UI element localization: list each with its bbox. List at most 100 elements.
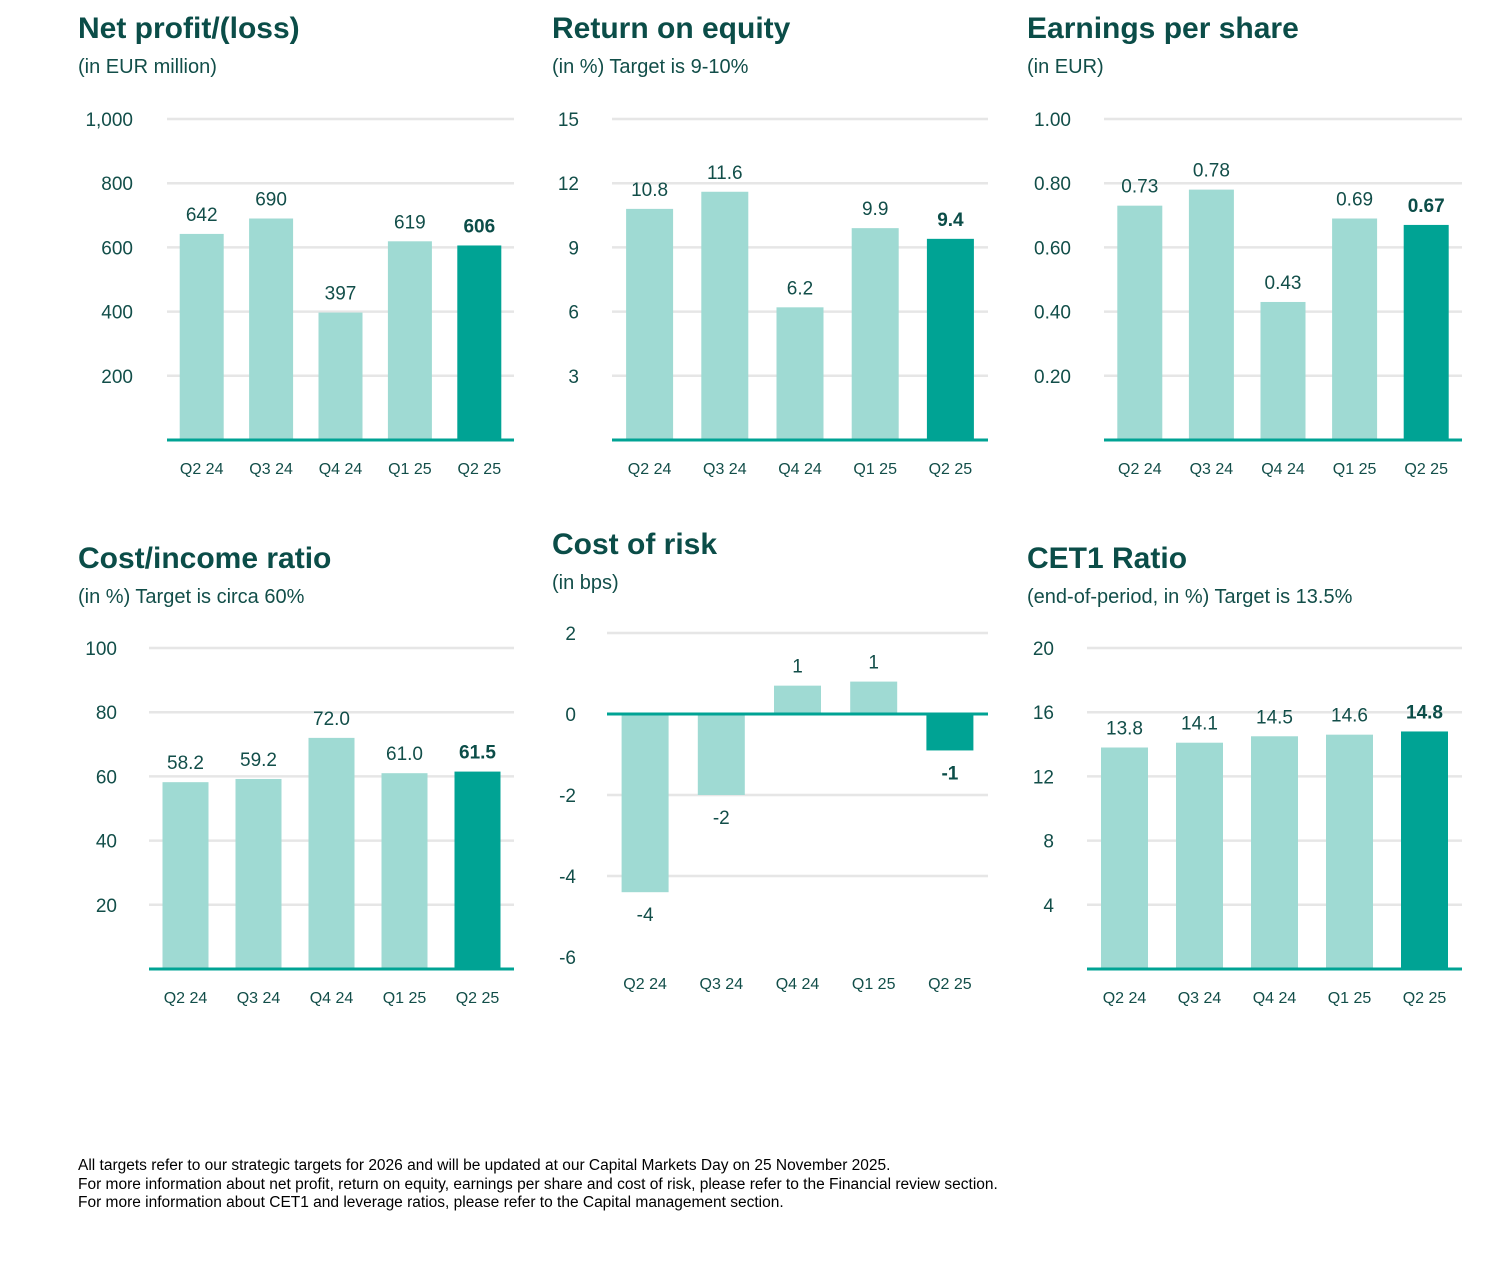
x-tick-label: Q2 25 (928, 976, 972, 993)
chart-title: Return on equity (552, 12, 791, 45)
data-label: -2 (713, 808, 730, 829)
bar (1117, 205, 1163, 440)
chart-title: Cost/income ratio (78, 542, 332, 575)
bar (179, 233, 224, 440)
data-label: 6.2 (787, 278, 813, 299)
data-label: 61.0 (386, 744, 423, 765)
chart-panel-earnings-per-share: Earnings per share (in EUR) 0.20 0.40 0.60… (1027, 12, 1467, 492)
x-tick-label: Q2 24 (180, 461, 224, 478)
bar (701, 191, 749, 440)
x-tick-label: Q2 24 (628, 461, 672, 478)
footnote-capital-management: For more information about CET1 and leve… (78, 1194, 784, 1211)
x-tick-label: Q2 24 (164, 990, 208, 1007)
chart-title: Cost of risk (552, 528, 718, 561)
x-tick-label: Q4 24 (1253, 990, 1297, 1007)
y-tick-label: 0.60 (1034, 238, 1071, 259)
y-tick-label: 15 (558, 110, 579, 131)
chart-subtitle: (in EUR million) (78, 56, 217, 78)
x-tick-label: Q3 24 (1190, 461, 1234, 478)
data-label: 11.6 (707, 163, 743, 184)
data-label: 690 (255, 190, 287, 211)
x-tick-label: Q3 24 (703, 461, 747, 478)
y-tick-label: 3 (568, 367, 579, 388)
bar (162, 782, 209, 969)
data-label: 606 (463, 216, 495, 237)
y-tick-label: 60 (96, 767, 117, 788)
bar (850, 681, 898, 714)
y-tick-label: 0.40 (1034, 303, 1071, 324)
x-tick-label: Q2 25 (458, 461, 502, 478)
bar (235, 778, 282, 969)
bar (454, 771, 501, 969)
chart-plot: 200 400 600 800 1,000 642 Q2 24 690 Q3 24 397 Q4 2… (85, 110, 514, 478)
x-tick-label: Q2 25 (1404, 461, 1448, 478)
x-tick-label: Q2 25 (1403, 990, 1447, 1007)
y-tick-label: 80 (96, 703, 117, 724)
chart-title: CET1 Ratio (1027, 542, 1188, 575)
y-tick-label: 20 (96, 896, 117, 917)
bar (1260, 301, 1306, 440)
x-tick-label: Q1 25 (383, 990, 427, 1007)
bar (457, 245, 502, 440)
data-label: 14.1 (1181, 714, 1218, 735)
y-tick-label: 40 (96, 832, 117, 853)
bar (1188, 189, 1234, 440)
chart-subtitle: (in EUR) (1027, 56, 1104, 78)
data-label: 397 (325, 284, 357, 305)
chart-title: Earnings per share (1027, 12, 1299, 45)
bar (381, 773, 428, 969)
x-tick-label: Q1 25 (852, 976, 896, 993)
data-label: 13.8 (1106, 719, 1143, 740)
chart-panel-cost-of-risk: Cost of risk (in bps) -6 -4 -2 0 2 -4 Q2 24 -2 Q… (552, 528, 992, 1008)
y-tick-label: 8 (1043, 832, 1054, 853)
bar (926, 714, 974, 751)
bar (1326, 734, 1373, 969)
x-tick-label: Q2 24 (1103, 990, 1147, 1007)
x-tick-label: Q1 25 (1328, 990, 1372, 1007)
data-label: 1 (792, 657, 803, 678)
bar (626, 208, 674, 440)
y-tick-label: 200 (101, 367, 133, 388)
y-tick-label: 400 (101, 303, 133, 324)
chart-subtitle: (in %) Target is circa 60% (78, 586, 305, 608)
bar (1251, 736, 1298, 969)
data-label: 58.2 (167, 753, 204, 774)
chart-plot: -6 -4 -2 0 2 -4 Q2 24 -2 Q3 24 1 Q4 24 1 Q1 25 -1 Q2 2… (559, 624, 988, 993)
data-label: 9.9 (862, 199, 888, 220)
x-tick-label: Q3 24 (249, 461, 293, 478)
data-label: 14.6 (1331, 706, 1368, 727)
y-tick-label: 2 (565, 624, 576, 645)
y-tick-label: 4 (1043, 896, 1054, 917)
x-tick-label: Q4 24 (310, 990, 354, 1007)
y-tick-label: -2 (559, 786, 576, 807)
data-label: 1 (868, 653, 879, 674)
chart-title: Net profit/(loss) (78, 12, 300, 45)
chart-panel-cost-income-ratio: Cost/income ratio (in %) Target is circa… (78, 542, 518, 1022)
x-tick-label: Q1 25 (388, 461, 432, 478)
chart-panel-return-on-equity: Return on equity (in %) Target is 9-10% … (552, 12, 992, 492)
x-tick-label: Q1 25 (1333, 461, 1377, 478)
x-tick-label: Q4 24 (776, 976, 820, 993)
bar (1401, 731, 1448, 969)
y-tick-label: 16 (1033, 703, 1054, 724)
y-tick-label: -6 (559, 948, 576, 969)
y-tick-label: 0 (565, 705, 576, 726)
bar (1332, 218, 1378, 440)
chart-panel-cet1-ratio: CET1 Ratio (end-of-period, in %) Target … (1027, 542, 1467, 1022)
data-label: 619 (394, 212, 426, 233)
data-label: 72.0 (313, 709, 350, 730)
chart-panel-net-profit: Net profit/(loss) (in EUR million) 200 40… (78, 12, 518, 492)
bar (774, 685, 821, 714)
chart-subtitle: (end-of-period, in %) Target is 13.5% (1027, 586, 1353, 608)
x-tick-label: Q3 24 (700, 976, 744, 993)
bar (1101, 747, 1148, 969)
chart-plot: 0.20 0.40 0.60 0.80 1.00 0.73 Q2 24 0.78 Q3 24 0.… (1034, 110, 1462, 478)
chart-plot: 3 6 9 12 15 10.8 Q2 24 11.6 Q3 24 6.2 Q4 24 9.9 Q1 2… (558, 110, 988, 478)
x-tick-label: Q2 25 (929, 461, 973, 478)
x-tick-label: Q4 24 (778, 461, 822, 478)
footnote-financial-review: For more information about net profit, r… (78, 1175, 998, 1193)
y-tick-label: 1,000 (85, 110, 133, 131)
bar (776, 307, 824, 440)
bar (926, 238, 974, 440)
footnote-targets: All targets refer to our strategic targe… (78, 1157, 891, 1174)
